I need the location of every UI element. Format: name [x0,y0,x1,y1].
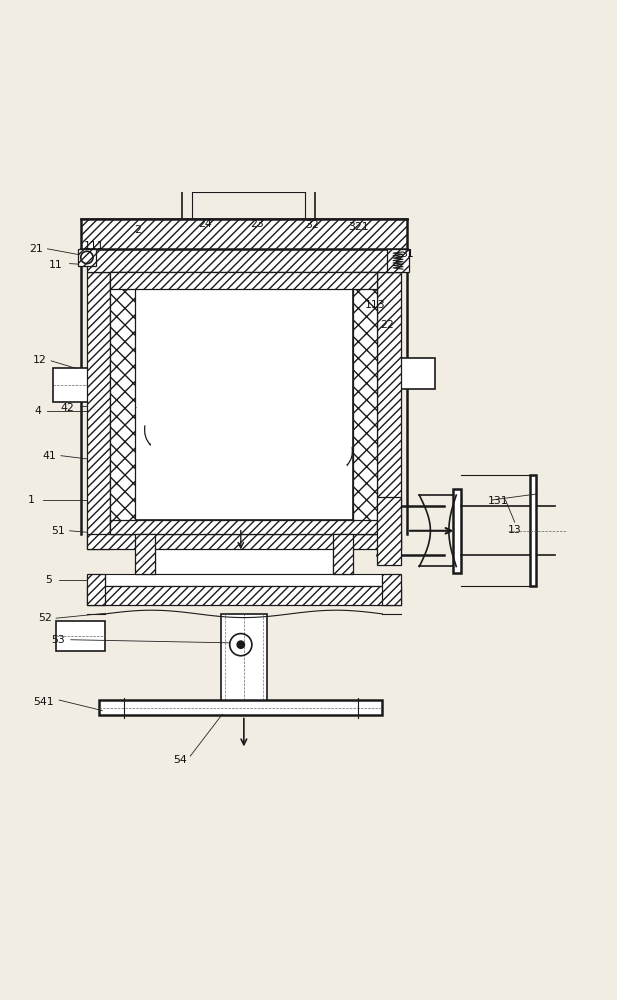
Bar [387,249,409,272]
Text: 111: 111 [84,241,104,251]
Text: 51: 51 [51,526,65,536]
Bar [56,621,106,651]
FancyArrowPatch shape [144,426,151,445]
Text: 52: 52 [38,613,52,623]
Bar [241,238,254,249]
Text: 4: 4 [34,406,41,416]
Bar [155,534,333,574]
Bar [110,272,135,534]
Text: 21: 21 [29,244,43,254]
Bar [333,534,353,574]
Text: 54: 54 [173,755,188,765]
Bar [378,497,401,565]
Bar [378,272,401,549]
Bar [87,272,110,549]
Circle shape [237,641,244,648]
Bar [453,489,460,573]
Text: 12: 12 [33,355,46,365]
Bar [353,272,378,534]
Text: 23: 23 [250,219,263,229]
Bar [401,358,435,389]
Bar [87,574,106,605]
Bar [87,249,401,272]
Bar [81,219,407,249]
Text: 31: 31 [400,249,414,259]
Bar [135,289,353,520]
Bar [78,249,96,266]
Bar [530,475,536,586]
Bar [383,574,401,605]
Bar [110,272,378,289]
Text: 1: 1 [28,495,35,505]
Text: 11: 11 [49,260,63,270]
Text: 22: 22 [381,320,394,330]
Bar [87,534,401,549]
Bar [135,534,155,574]
Bar [110,520,378,534]
Text: 541: 541 [33,697,54,707]
FancyArrowPatch shape [347,447,352,465]
Bar [99,700,383,715]
Text: 131: 131 [488,496,508,506]
Text: 5: 5 [45,575,52,585]
Text: 42: 42 [60,403,74,413]
Bar [221,614,267,715]
Text: 41: 41 [43,451,56,461]
Text: 53: 53 [51,635,65,645]
Bar [106,574,383,586]
Bar [53,368,90,402]
Text: 24: 24 [198,219,212,229]
Text: 321: 321 [349,222,370,232]
Text: 32: 32 [305,220,319,230]
Text: 13: 13 [508,525,521,535]
Bar [391,241,404,249]
Text: 2: 2 [134,225,141,235]
Text: 113: 113 [365,300,385,310]
Bar [87,586,401,605]
